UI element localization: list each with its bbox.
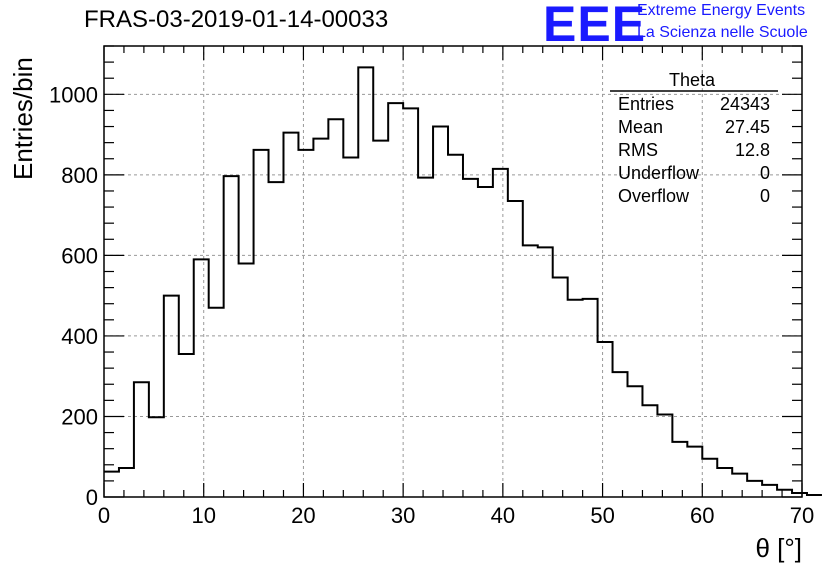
- eee-logo: EEE: [543, 0, 647, 52]
- logo-caption-line2: La Scienza nelle Scuole: [637, 24, 808, 41]
- x-axis-title: θ [°]: [755, 533, 802, 563]
- logo-caption-line1: Extreme Energy Events: [637, 2, 806, 19]
- y-tick-label: 800: [61, 163, 98, 188]
- stats-value-underflow: 0: [760, 163, 770, 183]
- y-tick-label: 200: [61, 404, 98, 429]
- plot-frame: [103, 45, 803, 498]
- x-tick-label: 20: [291, 503, 315, 528]
- stats-value-rms: 12.8: [735, 140, 770, 160]
- stats-value-overflow: 0: [760, 186, 770, 206]
- x-tick-label: 10: [191, 503, 215, 528]
- y-axis-title: Entries/bin: [8, 57, 38, 180]
- y-tick-label: 600: [61, 243, 98, 268]
- y-tick-label: 1000: [49, 82, 98, 107]
- stats-box: Theta Entries 24343 Mean 27.45 RMS 12.8 …: [610, 70, 778, 206]
- stats-label-rms: RMS: [618, 140, 658, 160]
- x-tick-label: 70: [790, 503, 814, 528]
- stats-title: Theta: [669, 70, 716, 90]
- histogram-series: [104, 66, 822, 496]
- x-tick-label: 30: [391, 503, 415, 528]
- stats-value-mean: 27.45: [725, 117, 770, 137]
- stats-label-overflow: Overflow: [618, 186, 690, 206]
- grid-lines: [104, 46, 802, 497]
- y-tick-label: 0: [86, 485, 98, 510]
- tick-labels: 0 10 20 30 40 50 60 70 0 200 400 600 800 1000: [49, 82, 814, 528]
- chart-title: FRAS-03-2019-01-14-00033: [84, 6, 389, 33]
- stats-label-mean: Mean: [618, 117, 663, 137]
- stats-label-entries: Entries: [618, 94, 674, 114]
- x-tick-label: 50: [590, 503, 614, 528]
- x-tick-label: 40: [491, 503, 515, 528]
- stats-value-entries: 24343: [720, 94, 770, 114]
- y-tick-label: 400: [61, 324, 98, 349]
- x-tick-label: 60: [690, 503, 714, 528]
- x-tick-label: 0: [98, 503, 110, 528]
- stats-label-underflow: Underflow: [618, 163, 700, 183]
